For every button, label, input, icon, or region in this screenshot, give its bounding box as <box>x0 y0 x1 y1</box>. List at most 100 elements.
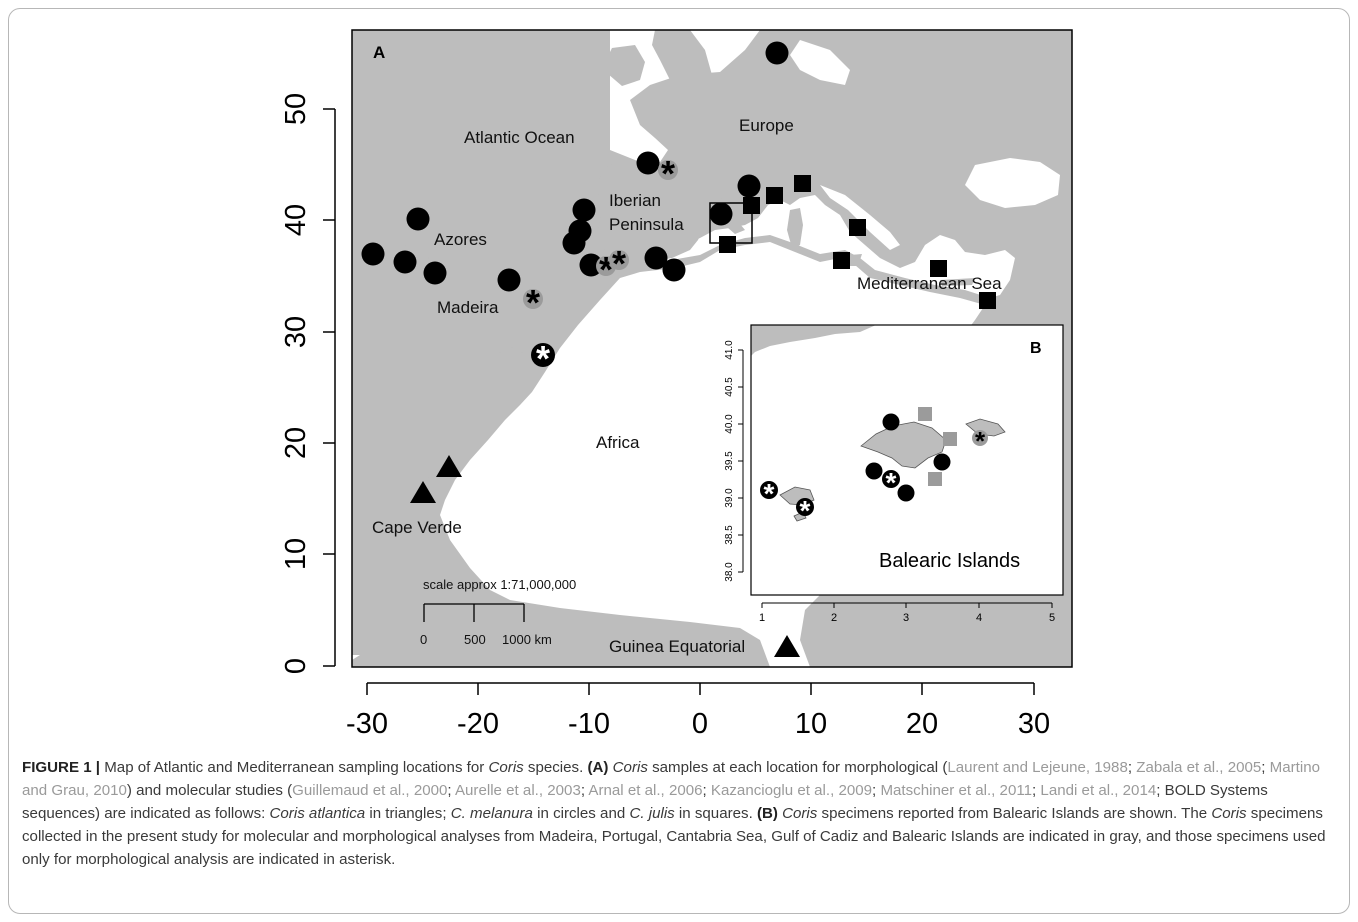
x-tick-label: -20 <box>457 708 499 740</box>
citation-link[interactable]: Kazancioglu et al., 2009 <box>710 782 873 799</box>
inset-y-tick-label: 39.5 <box>724 451 735 471</box>
caption-label: FIGURE 1 | <box>22 759 101 776</box>
inset-x-axis <box>761 602 1053 608</box>
caption-text: samples at each location for morphologic… <box>647 759 948 776</box>
caption-text: species. <box>523 759 588 776</box>
caption-text: ; <box>872 782 881 799</box>
label-cape-verde: Cape Verde <box>372 518 462 537</box>
panel-a-frame <box>351 29 1073 668</box>
citation-link[interactable]: Matschiner et al., 2011 <box>880 782 1033 799</box>
label-europe: Europe <box>739 116 794 135</box>
panel-b-frame <box>750 324 1064 596</box>
sea-mediterranean <box>660 195 1015 298</box>
inset-markers-asterisk: * * * * <box>760 426 988 526</box>
land-great-britain <box>652 30 712 110</box>
inset-x-tick-label: 1 <box>759 612 765 624</box>
scale-title: scale approx 1:71,000,000 <box>423 577 576 592</box>
citation-link[interactable]: Arnal et al., 2006 <box>588 782 703 799</box>
citation-link[interactable]: Landi et al., 2014 <box>1040 782 1157 799</box>
y-tick-label: 40 <box>280 204 312 236</box>
sea-bay-of-biscay <box>610 30 760 162</box>
markers-julis <box>719 175 996 309</box>
citation-link[interactable]: Aurelle et al., 2003 <box>454 782 581 799</box>
inset-y-axis <box>738 349 744 573</box>
caption-text: ; <box>1127 759 1137 776</box>
caption-text: ) and molecular studies ( <box>126 782 293 799</box>
svg-text:*: * <box>975 426 986 456</box>
svg-text:*: * <box>800 495 811 526</box>
figure-caption: FIGURE 1 | Map of Atlantic and Mediterra… <box>22 756 1338 871</box>
inset-x-tick-label: 5 <box>1049 612 1055 624</box>
figure-frame <box>8 8 1350 914</box>
caption-text: ; <box>702 782 711 799</box>
x-tick-label: -30 <box>346 708 388 740</box>
y-tick-label: 20 <box>280 427 312 459</box>
sea-adriatic <box>820 185 900 250</box>
caption-species: C. julis <box>629 805 675 822</box>
label-azores: Azores <box>434 230 487 249</box>
inset-markers-gray-squares <box>918 407 957 486</box>
inset-y-tick-label: 38.5 <box>724 525 735 545</box>
caption-text: in circles and <box>532 805 630 822</box>
panel-a-label: A <box>373 43 385 62</box>
scale-tick-500: 500 <box>464 632 486 647</box>
caption-panel-a-ref: (A) <box>587 759 609 776</box>
label-peninsula: Peninsula <box>609 215 684 234</box>
caption-species: Coris atlantica <box>269 805 366 822</box>
caption-text: ; <box>1261 759 1270 776</box>
x-tick-label: 30 <box>1018 708 1050 740</box>
y-tick-label: 50 <box>280 93 312 125</box>
citation-link[interactable]: Guillemaud et al., 2000 <box>292 782 448 799</box>
sea-black <box>965 158 1060 208</box>
svg-text:*: * <box>886 467 897 498</box>
y-tick-label: 10 <box>280 538 312 570</box>
caption-text: ; <box>580 782 589 799</box>
caption-text: specimens reported from Balearic Islands… <box>817 805 1212 822</box>
land-tiny <box>371 654 375 658</box>
sea-baltic <box>790 40 850 85</box>
inset-y-tick-label: 40.5 <box>724 377 735 397</box>
markers-melanura <box>361 41 789 292</box>
caption-text: Map of Atlantic and Mediterranean sampli… <box>100 759 489 776</box>
citation-link[interactable]: Martino and Grau, 2010 <box>22 759 1321 799</box>
y-axis <box>323 108 336 667</box>
x-tick-label: -10 <box>568 708 610 740</box>
citation-link[interactable]: Laurent and Lejeune, 1988 <box>947 759 1128 776</box>
panel-b-label: B <box>1030 340 1042 357</box>
inset-x-tick-label: 3 <box>903 612 909 624</box>
inset-y-tick-labels: 38.0 38.5 39.0 39.5 40.0 40.5 41.0 <box>724 340 735 582</box>
caption-text: specimens collected in the present study… <box>22 805 1326 868</box>
x-tick-label: 10 <box>795 708 827 740</box>
caption-species: C. melanura <box>450 805 533 822</box>
label-iberian: Iberian <box>609 191 661 210</box>
svg-text:*: * <box>526 282 540 323</box>
label-guinea: Guinea Equatorial <box>609 637 745 656</box>
caption-text: in triangles; <box>365 805 451 822</box>
x-tick-label: 20 <box>906 708 938 740</box>
label-mediterranean: Mediterranean Sea <box>857 274 1002 293</box>
caption-italic: Coris <box>777 805 818 822</box>
land-iberia <box>598 160 722 262</box>
x-tick-labels: -30 -20 -10 0 10 20 30 <box>346 708 1050 740</box>
caption-italic: Coris <box>1211 805 1247 822</box>
markers-asterisk: * * * * * <box>523 153 678 379</box>
scale-tick-0: 0 <box>420 632 427 647</box>
map-figure: * * * * * A Atlantic Ocean Europe Iberia… <box>280 29 1073 740</box>
land-crete <box>940 278 975 286</box>
caption-panel-b-ref: (B) <box>756 805 778 822</box>
caption-text: in squares. <box>674 805 757 822</box>
inset-y-tick-label: 41.0 <box>724 340 735 360</box>
inset-y-tick-label: 39.0 <box>724 488 735 508</box>
caption-italic: Coris <box>608 759 648 776</box>
markers-atlantica <box>410 455 800 657</box>
place-labels: Atlantic Ocean Europe Iberian Peninsula … <box>372 116 1002 656</box>
caption-text: ; <box>447 782 455 799</box>
land-balearic-small <box>728 224 745 234</box>
inset-x-tick-labels: 1 2 3 4 5 <box>759 612 1055 624</box>
land-corsica-sardinia <box>787 208 803 248</box>
caption-text: ; <box>1032 782 1041 799</box>
y-tick-label: 0 <box>280 658 312 674</box>
citation-link[interactable]: Zabala et al., 2005 <box>1136 759 1262 776</box>
land-spain-coast <box>751 325 876 356</box>
inset-x-tick-label: 4 <box>976 612 982 624</box>
